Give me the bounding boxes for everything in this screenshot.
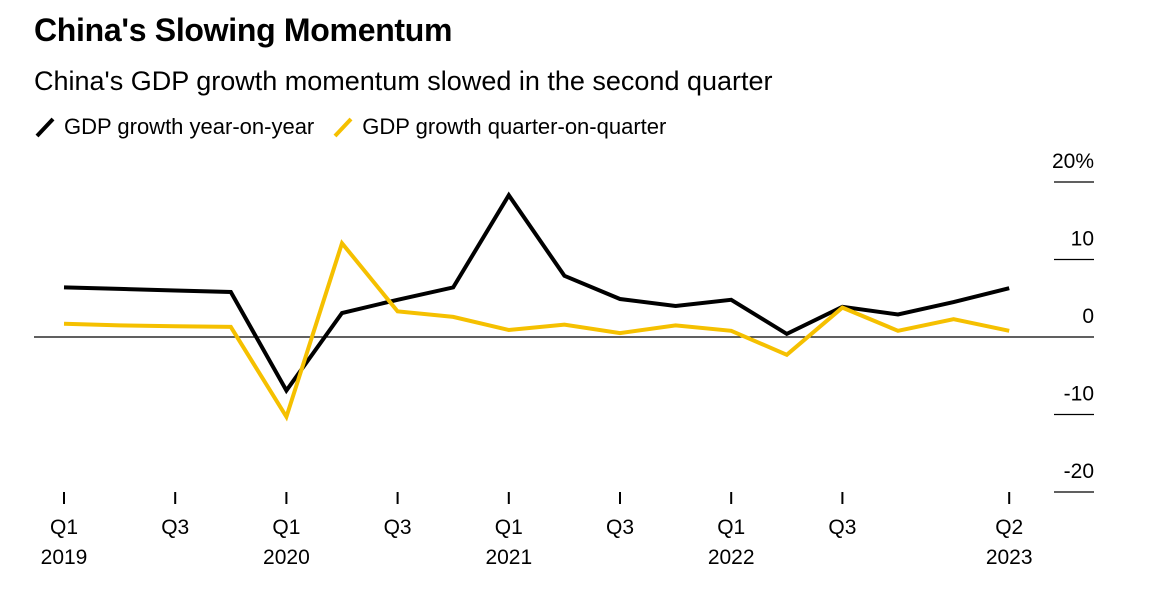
legend-item-qoq: GDP growth quarter-on-quarter bbox=[332, 114, 666, 140]
series-line-yoy bbox=[63, 191, 1010, 395]
y-tick-label: 0 bbox=[1082, 305, 1094, 328]
legend-swatch-qoq bbox=[333, 117, 353, 138]
chart-subtitle: China's GDP growth momentum slowed in th… bbox=[34, 66, 773, 96]
y-tick-label: -10 bbox=[1064, 383, 1094, 406]
y-tick-label: -20 bbox=[1064, 460, 1094, 483]
y-tick-label: 20% bbox=[1052, 150, 1094, 173]
x-tick-label: Q3 bbox=[606, 516, 634, 539]
x-tick-label: Q1 bbox=[272, 516, 300, 539]
chart-title: China's Slowing Momentum bbox=[34, 12, 453, 48]
x-tick-label: Q1 bbox=[717, 516, 745, 539]
x-tick-year-label: 2023 bbox=[986, 546, 1033, 569]
x-tick-label: Q1 bbox=[50, 516, 78, 539]
x-tick-label: Q2 bbox=[995, 516, 1023, 539]
x-tick-label: Q3 bbox=[161, 516, 189, 539]
x-tick-label: Q3 bbox=[828, 516, 856, 539]
series-line-qoq bbox=[63, 239, 1010, 422]
legend-item-yoy: GDP growth year-on-year bbox=[34, 114, 314, 140]
x-tick-label: Q1 bbox=[495, 516, 523, 539]
x-tick-year-label: 2019 bbox=[41, 546, 88, 569]
legend: GDP growth year-on-year GDP growth quart… bbox=[34, 114, 684, 140]
x-tick-year-label: 2020 bbox=[263, 546, 310, 569]
legend-label-yoy: GDP growth year-on-year bbox=[64, 114, 315, 139]
x-tick-year-label: 2022 bbox=[708, 546, 755, 569]
legend-label-qoq: GDP growth quarter-on-quarter bbox=[362, 114, 667, 139]
x-tick-label: Q3 bbox=[384, 516, 412, 539]
legend-swatch-yoy bbox=[35, 117, 55, 138]
x-tick-year-label: 2021 bbox=[485, 546, 532, 569]
y-tick-label: 10 bbox=[1071, 228, 1094, 251]
